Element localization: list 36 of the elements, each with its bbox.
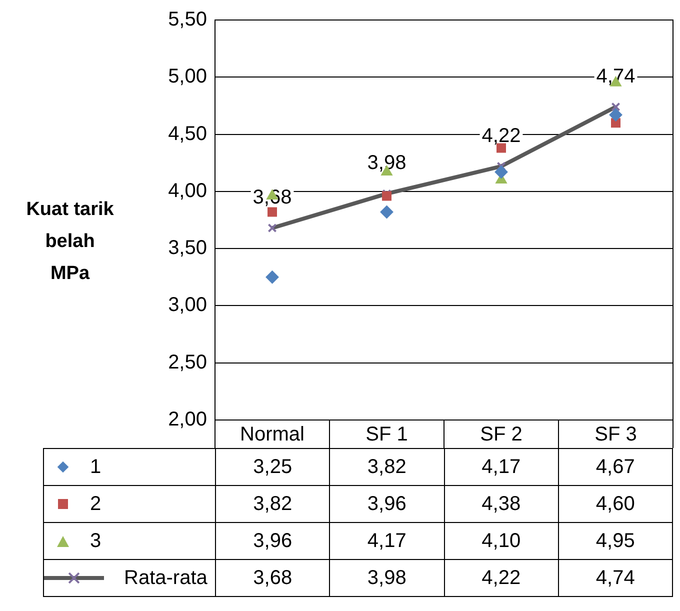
data-label: 3,96 [216, 522, 330, 560]
data-label: 4,60 [558, 486, 672, 522]
data-label: 3,68 [216, 560, 330, 596]
data-label: 4,10 [444, 522, 558, 560]
data-label: 4,22 [444, 560, 558, 596]
y-tick-label: 2,00 [168, 408, 207, 431]
y-tick-label: 4,50 [168, 122, 207, 145]
text: 3,98 [367, 152, 406, 174]
legend-label: 1 [90, 456, 102, 478]
data-label: 4,74 [558, 560, 672, 596]
data-label: 3,98 [330, 560, 444, 596]
x-tick-label: Normal [240, 424, 304, 446]
y-tick-label: 3,50 [168, 237, 207, 260]
y-axis-title: Kuat tarik belah MPa [26, 199, 114, 284]
text: 4,22 [482, 124, 521, 147]
data-label: 3,96 [330, 486, 444, 522]
y-tick-label: 2,50 [168, 351, 207, 374]
y-tick-label: 3,00 [168, 294, 207, 316]
data-label: 4,17 [444, 448, 558, 486]
data-label: 3,82 [330, 448, 444, 486]
y-tick-label: 4,00 [168, 180, 207, 202]
legend-label: Rata-rata [124, 566, 208, 590]
data-label: 4,67 [558, 448, 672, 486]
data-label: 4,38 [444, 486, 558, 522]
y-tick-label: 5,00 [168, 66, 207, 88]
data-label: 4,17 [330, 522, 444, 560]
data-label: 4,95 [558, 522, 672, 560]
x-tick-label: SF 1 [366, 424, 408, 446]
data-label: 3,25 [216, 448, 330, 486]
data-label: 3,82 [216, 486, 330, 522]
legend-label: 3 [90, 530, 102, 552]
text: 4,74 [596, 65, 636, 88]
x-tick-label: SF 2 [480, 424, 522, 446]
y-tick-label: 5,50 [168, 8, 207, 31]
legend-label: 2 [90, 492, 102, 516]
x-tick-label: SF 3 [594, 424, 637, 446]
